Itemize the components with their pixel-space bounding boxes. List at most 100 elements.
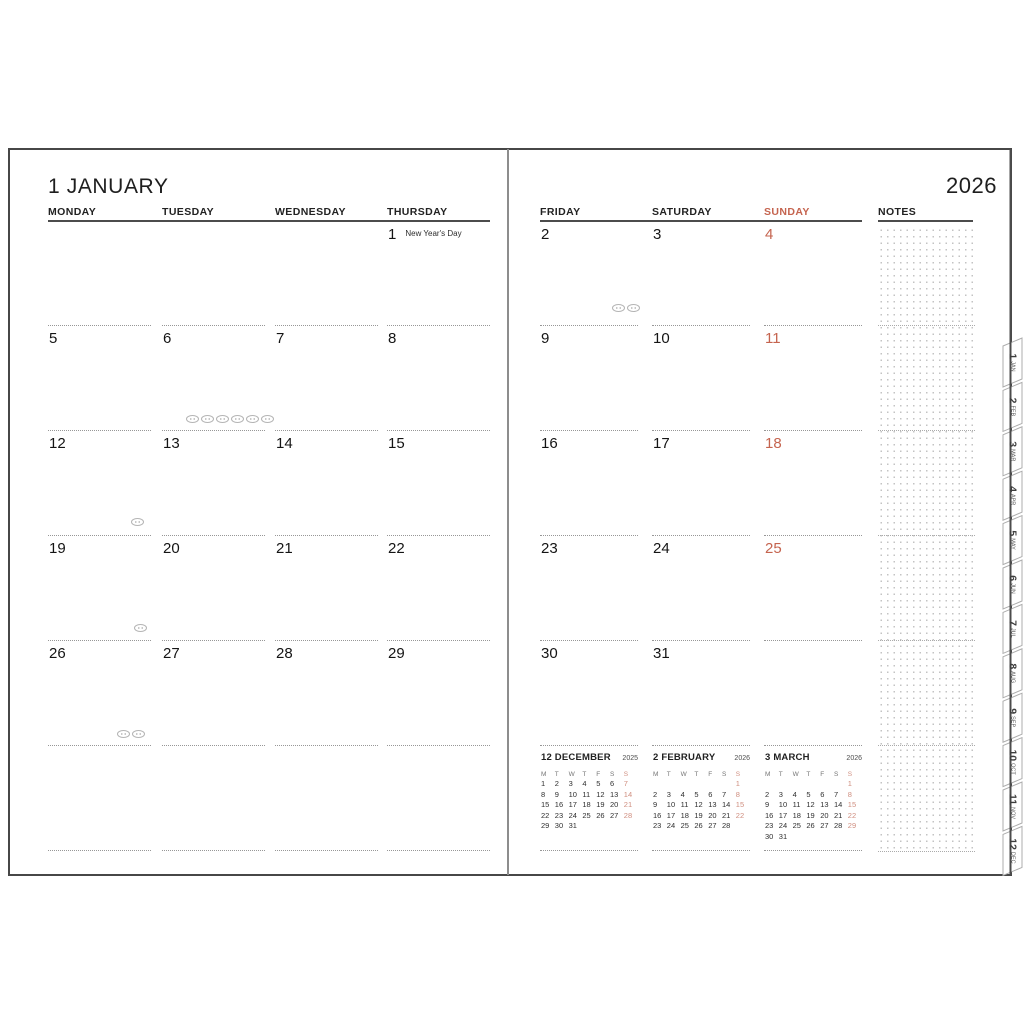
mini-calendar-title: 3 MARCH [765,752,810,763]
month-tab-jan [1002,337,1023,388]
mini-calendar-year: 2025 [622,755,638,762]
day-cell: 15 [387,430,490,535]
page-gutter [507,149,509,875]
mini-calendar-header: 12 DECEMBER 2025 [541,752,638,763]
column-header-tuesday: TUESDAY [162,206,215,218]
mini-day-number: 14 [721,800,731,809]
mini-day-number: 8 [735,789,740,799]
day-number: 9 [541,330,550,347]
month-tab-label: 7JUL [1007,620,1019,638]
day-number: 19 [49,540,66,557]
header-underline [878,220,973,222]
mini-oval-stamp-icon [117,730,130,738]
mini-day-number: 21 [721,810,731,820]
mini-day-number: 9 [653,800,658,809]
mini-day-number: 13 [609,789,619,799]
mini-calendar-title: 12 DECEMBER [541,752,611,763]
mini-day-number: 17 [778,810,788,820]
mini-day-number: 12 [694,800,703,809]
mini-day-number: 8 [541,789,546,799]
mini-calendar-days: M T W T F S S 1 2 3 4 5 6 7 8 9 10 11 12 13 14 15 16 17 18 19 20 21… [653,770,750,832]
mini-weekday-letter: S [847,771,853,778]
month-tab-jul [1002,603,1023,655]
mini-calendar-days: M T W T F S S 1 2 3 4 5 6 7 8 9 10 11 12 13 14 15 16 17 18 19 20 21… [541,770,638,832]
mini-day-number: 26 [596,810,605,820]
day-number-row: 16 [540,431,638,451]
mini-day-number: 13 [820,800,829,809]
mini-weekday-letter: T [694,771,699,778]
mini-day-number: 16 [554,800,564,809]
day-cell: 24 [652,535,750,640]
mini-day-number: 25 [680,821,689,830]
day-number: 16 [541,435,558,452]
day-number-row: 1 New Year's Day [387,222,490,242]
day-cell [387,745,490,851]
month-title: 1 JANUARY [48,175,169,198]
mini-day-number: 21 [623,800,633,809]
mini-weekday-letter: W [792,771,799,778]
mini-day-number: 10 [778,800,788,809]
mini-day-number: 24 [568,810,577,820]
day-cell [48,745,151,851]
day-number-row: 12 [48,431,151,451]
mini-oval-stamp-icon [231,415,244,423]
page-frame [8,148,1012,876]
mini-day-number: 24 [778,821,788,830]
day-cell: 22 [387,535,490,640]
day-number: 24 [653,540,670,557]
mini-oval-stamp-icon [261,415,274,423]
mini-day-number: 31 [778,831,788,841]
mini-day-number: 20 [708,810,717,820]
notes-header: NOTES [878,206,917,218]
month-tab-label: 2FEB [1007,398,1019,417]
mini-day-number: 2 [554,779,559,788]
column-header-saturday: SATURDAY [652,206,712,218]
mini-day-number: 6 [708,789,713,799]
day-cell: 10 [652,325,750,430]
notes-separator [878,430,975,431]
mini-weekday-letter: F [708,771,713,778]
day-number: 22 [388,540,405,557]
column-header-thursday: THURSDAY [387,206,448,218]
day-number: 7 [276,330,285,347]
mini-day-number: 30 [554,821,564,830]
mini-day-number: 26 [806,821,815,830]
mini-calendar: 12 DECEMBER 2025 M T W T F S S 1 2 3 4 5 6 7 8 9 10 11 12 13 1… [541,752,638,832]
notes-separator [878,535,975,536]
day-cell: 18 [764,430,862,535]
day-number: 8 [388,330,397,347]
mini-weekday-letter: S [833,771,839,778]
month-tab-nov [1002,781,1023,832]
day-number-row: 29 [387,641,490,661]
day-number-row: 27 [162,641,265,661]
month-tab-label: 11NOV [1007,794,1019,819]
mini-day-number: 9 [765,800,770,809]
mini-day-number: 21 [833,810,843,820]
mini-weekday-letter: T [806,771,811,778]
mini-day-number: 22 [847,810,857,820]
month-tab-oct [1002,736,1023,788]
mini-day-number: 20 [820,810,829,820]
mini-day-number: 23 [554,810,564,820]
mini-weekday-letter: W [568,771,575,778]
mini-day-number: 25 [582,810,591,820]
day-cell: 14 [275,430,378,535]
mini-weekday-letter: T [778,771,783,778]
mini-day-number: 15 [541,800,550,809]
mini-weekday-letter: M [765,771,771,778]
day-number: 26 [49,645,66,662]
mini-day-number: 19 [806,810,815,820]
mini-day-number: 7 [833,789,839,799]
mini-day-number: 15 [735,800,745,809]
month-tab-label: 6JUN [1007,575,1019,594]
mini-oval-stamp-icon [612,304,625,312]
mini-calendar-header: 2 FEBRUARY 2026 [653,752,750,763]
mini-day-number: 24 [666,821,676,830]
mini-day-number: 16 [653,810,662,820]
day-cell: 9 [540,325,638,430]
mini-day-number: 19 [596,800,605,809]
day-number: 23 [541,540,558,557]
month-tab-sep [1002,692,1023,743]
header-underline [540,220,862,222]
